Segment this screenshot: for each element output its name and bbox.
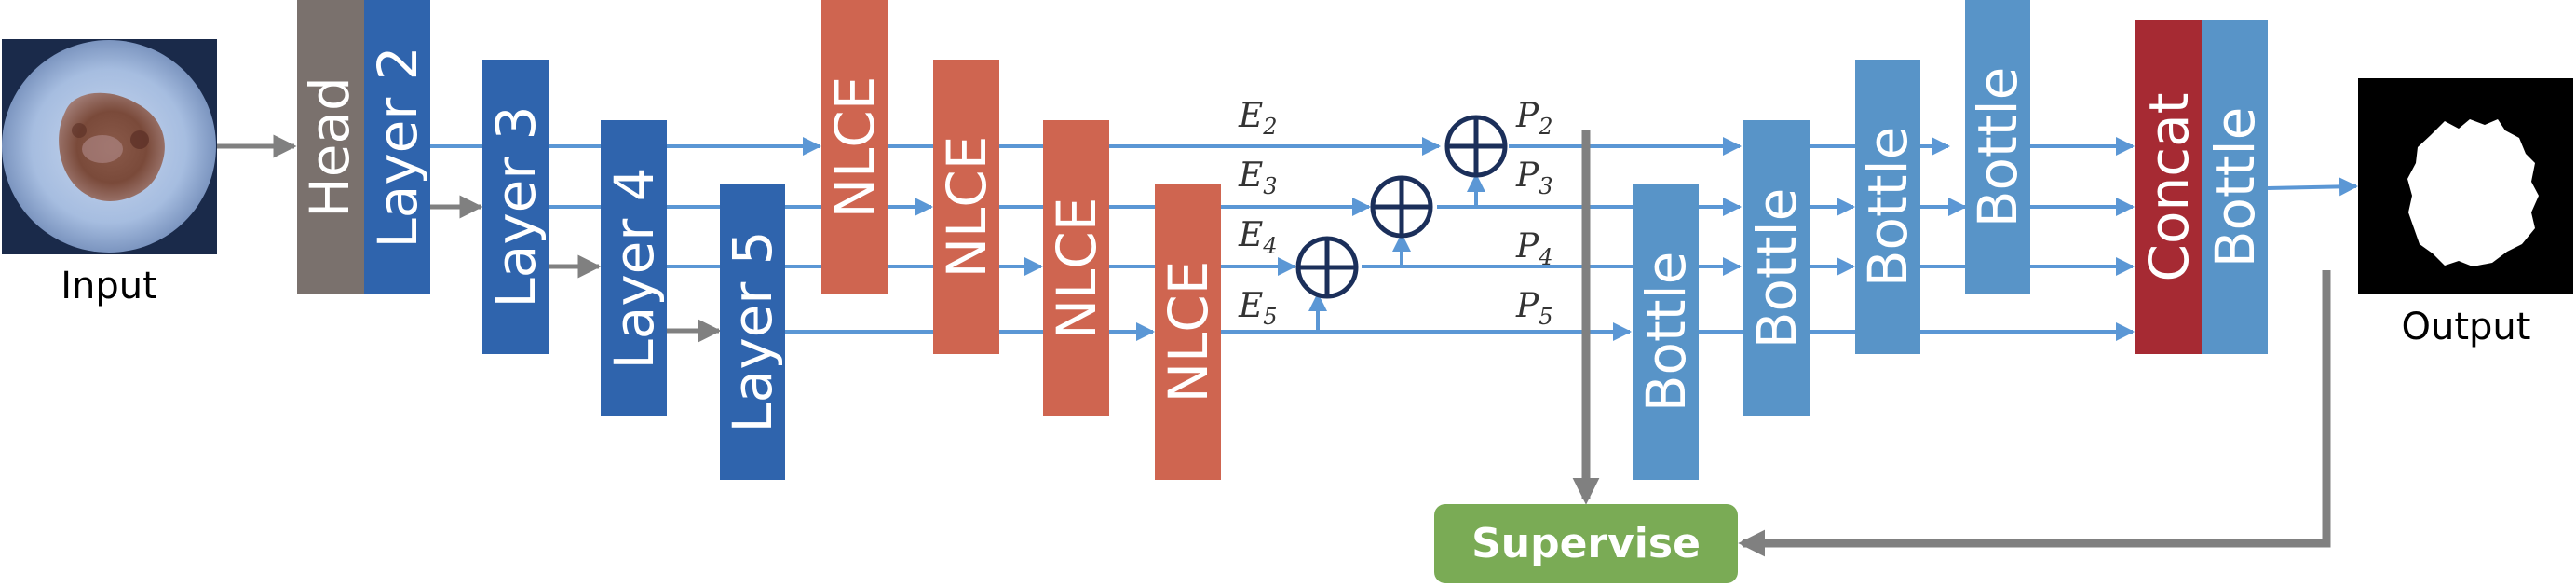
layer4-block: Layer 4: [601, 120, 667, 416]
svg-text:Bottle: Bottle: [1856, 127, 1919, 288]
layer3-block: Layer 3: [482, 60, 549, 354]
svg-text:NLCE: NLCE: [1045, 198, 1108, 340]
svg-text:Bottle: Bottle: [1966, 67, 2029, 228]
input-image: [2, 39, 217, 254]
output-mask-image: [2358, 78, 2573, 294]
label-e3: E3: [1238, 157, 1278, 199]
bottle-block-p2: Bottle: [1965, 0, 2030, 294]
svg-text:Layer 3: Layer 3: [484, 105, 548, 307]
feature-flow-arrows: [430, 137, 2358, 341]
svg-text:NLCE: NLCE: [935, 136, 998, 279]
input-caption: Input: [61, 265, 157, 307]
svg-text:Layer 4: Layer 4: [603, 167, 666, 369]
label-e4: E4: [1238, 216, 1278, 259]
supervision-arrows: [1572, 130, 2331, 557]
bottle-block-p5: Bottle: [1633, 184, 1699, 480]
bottle-block-p4: Bottle: [1743, 120, 1810, 416]
label-e5: E5: [1238, 287, 1278, 330]
svg-text:Concat: Concat: [2137, 93, 2201, 282]
label-p2: P2: [1515, 97, 1553, 140]
nlce-block-4: NLCE: [1043, 120, 1109, 416]
supervise-box: Supervise: [1434, 504, 1738, 583]
svg-text:Head: Head: [298, 76, 361, 218]
layer2-block: Layer 2: [364, 0, 430, 294]
backbone-arrows: [217, 134, 722, 343]
nlce-block-5: NLCE: [1155, 184, 1221, 480]
sum-node-p4: [1295, 236, 1359, 299]
nlce-block-3: NLCE: [933, 60, 999, 354]
bottle-block-final: Bottle: [2202, 20, 2268, 354]
svg-text:NLCE: NLCE: [823, 76, 887, 219]
supervise-label: Supervise: [1471, 520, 1701, 567]
svg-text:Layer 2: Layer 2: [366, 46, 429, 248]
label-p4: P4: [1515, 227, 1553, 270]
svg-text:Layer 5: Layer 5: [721, 230, 784, 432]
svg-text:Bottle: Bottle: [1745, 188, 1809, 349]
output-caption: Output: [2402, 306, 2531, 348]
sum-node-p3: [1370, 175, 1433, 239]
head-block: Head: [297, 0, 364, 294]
label-p5: P5: [1515, 287, 1553, 330]
svg-text:NLCE: NLCE: [1157, 261, 1220, 403]
svg-text:Bottle: Bottle: [2203, 107, 2267, 268]
label-p3: P3: [1515, 157, 1553, 199]
nlce-block-2: NLCE: [821, 0, 888, 294]
concat-block: Concat: [2135, 20, 2202, 354]
svg-text:Bottle: Bottle: [1634, 252, 1698, 413]
label-e2: E2: [1238, 97, 1278, 140]
sum-node-p2: [1444, 115, 1508, 178]
layer5-block: Layer 5: [720, 184, 785, 480]
bottle-block-p3: Bottle: [1855, 60, 1920, 354]
